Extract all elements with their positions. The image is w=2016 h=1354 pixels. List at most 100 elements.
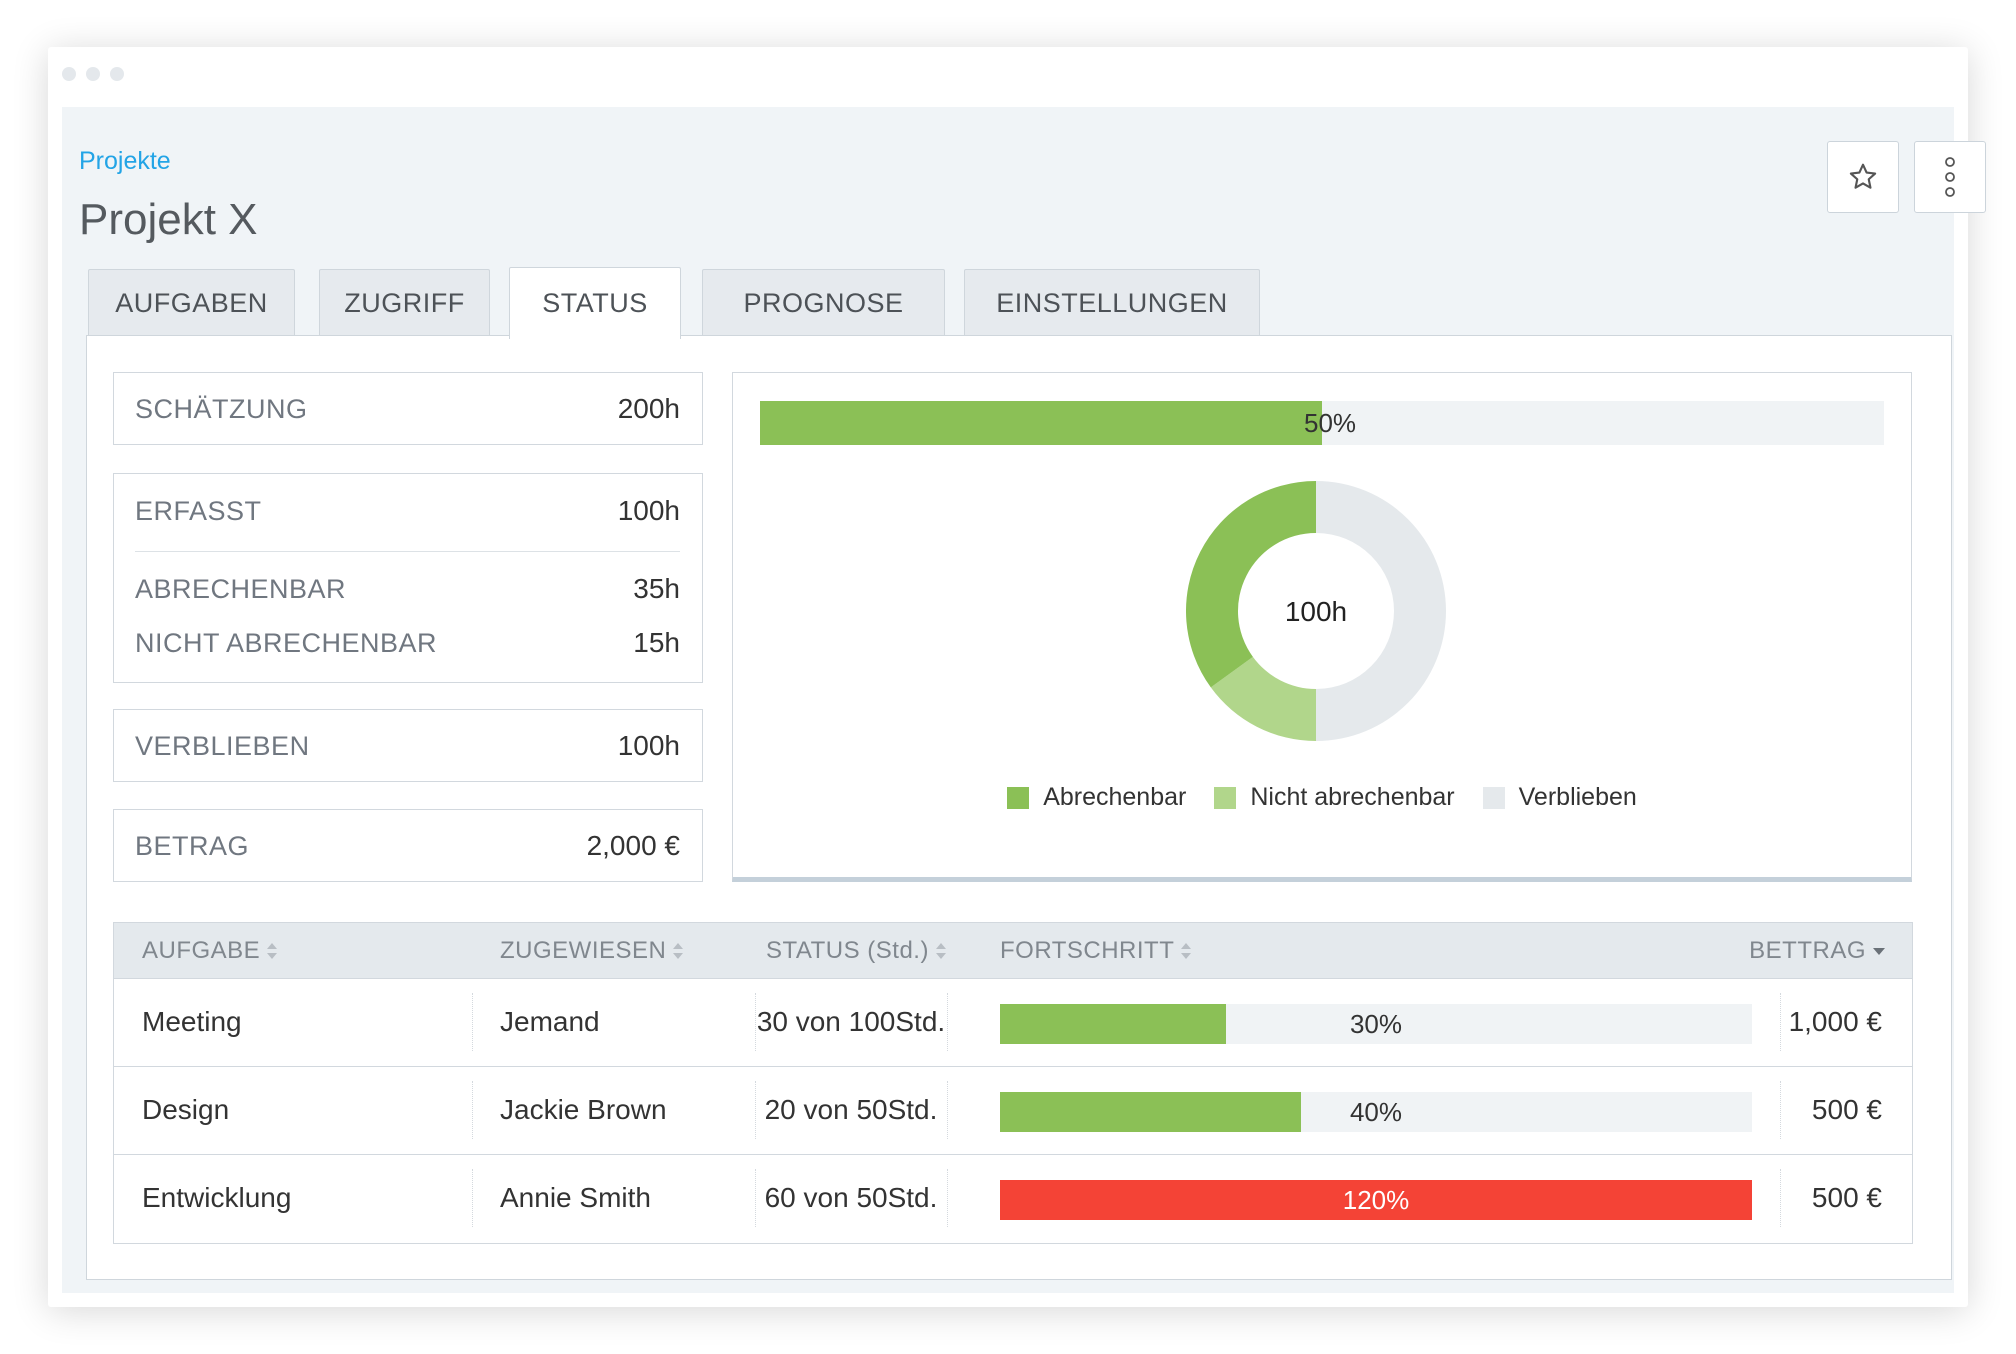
more-options-button[interactable] bbox=[1914, 141, 1986, 213]
remaining-label: VERBLIEBEN bbox=[135, 730, 310, 761]
window-control-close[interactable] bbox=[62, 67, 76, 81]
estimate-value: 200h bbox=[617, 393, 680, 424]
column-divider bbox=[472, 1081, 473, 1139]
amount-card: BETRAG 2,000 € bbox=[113, 809, 703, 882]
donut-center-label: 100h bbox=[1285, 596, 1347, 627]
row-progress-fill bbox=[1000, 1004, 1226, 1044]
column-divider bbox=[947, 1081, 948, 1139]
overall-progress-label: 50% bbox=[1304, 407, 1357, 438]
column-divider bbox=[947, 1169, 948, 1227]
cell-assignee: Jackie Brown bbox=[500, 1094, 667, 1125]
column-divider bbox=[472, 1169, 473, 1227]
cell-status: 30 von 100Std. bbox=[756, 1006, 946, 1037]
app-window: Projekte Projekt X AUFGABEN ZUGRIFF STAT… bbox=[48, 47, 1986, 1307]
column-header-progress-label: FORTSCHRITT bbox=[1000, 937, 1175, 964]
row-progress-label: 30% bbox=[1349, 1008, 1403, 1039]
billable-label: ABRECHENBAR bbox=[135, 573, 347, 604]
status-panel: SCHÄTZUNG 200h ERFASST 100h ABRECHENBAR … bbox=[86, 335, 1952, 1280]
sort-desc-icon bbox=[1873, 948, 1885, 955]
column-header-progress[interactable]: FORTSCHRITT bbox=[1000, 923, 1192, 979]
tab-zugriff[interactable]: ZUGRIFF bbox=[319, 269, 490, 337]
column-divider bbox=[1780, 993, 1781, 1051]
amount-label: BETRAG bbox=[135, 830, 250, 861]
non-billable-value: 15h bbox=[633, 627, 680, 658]
row-progress-label: 40% bbox=[1349, 1096, 1403, 1127]
row-progress-bar: 40% bbox=[1000, 1092, 1752, 1132]
tracked-value: 100h bbox=[617, 495, 680, 526]
star-icon bbox=[1849, 163, 1877, 189]
tracked-label: ERFASST bbox=[135, 495, 262, 526]
tab-aufgaben[interactable]: AUFGABEN bbox=[88, 269, 295, 337]
row-progress-bar: 120% bbox=[1000, 1180, 1752, 1220]
column-divider bbox=[947, 993, 948, 1051]
legend-swatch-remaining bbox=[1482, 786, 1505, 809]
overall-progress-bar: 50% bbox=[760, 401, 1884, 445]
column-divider bbox=[1780, 1081, 1781, 1139]
legend-item-non-billable: Nicht abrechenbar bbox=[1214, 783, 1455, 812]
sort-icon bbox=[935, 943, 946, 959]
window-control-minimize[interactable] bbox=[86, 67, 100, 81]
column-divider bbox=[755, 1169, 756, 1227]
row-progress-bar: 30% bbox=[1000, 1004, 1752, 1044]
row-progress-label: 120% bbox=[1342, 1184, 1410, 1215]
column-divider bbox=[755, 1081, 756, 1139]
hours-donut-chart: 100h bbox=[1186, 481, 1446, 741]
window-titlebar bbox=[48, 47, 1968, 107]
column-header-status[interactable]: STATUS (Std.) bbox=[766, 923, 947, 979]
kebab-menu-icon bbox=[1945, 157, 1955, 197]
legend-label-non-billable: Nicht abrechenbar bbox=[1250, 783, 1455, 811]
window-control-maximize[interactable] bbox=[110, 67, 124, 81]
tab-einstellungen[interactable]: EINSTELLUNGEN bbox=[964, 269, 1260, 337]
non-billable-label: NICHT ABRECHENBAR bbox=[135, 627, 438, 658]
column-header-task-label: AUFGABE bbox=[142, 937, 261, 964]
row-progress-fill bbox=[1000, 1180, 1752, 1220]
column-divider bbox=[472, 993, 473, 1051]
breadcrumb-projects[interactable]: Projekte bbox=[79, 147, 171, 175]
favorite-button[interactable] bbox=[1827, 141, 1899, 213]
cell-task: Design bbox=[142, 1094, 230, 1125]
cell-task: Meeting bbox=[142, 1006, 242, 1037]
tab-prognose[interactable]: PROGNOSE bbox=[702, 269, 945, 337]
estimate-card: SCHÄTZUNG 200h bbox=[113, 372, 703, 445]
cell-task: Entwicklung bbox=[142, 1182, 292, 1213]
legend-swatch-billable bbox=[1007, 786, 1030, 809]
cell-status: 20 von 50Std. bbox=[764, 1094, 938, 1125]
donut-legend: Abrechenbar Nicht abrechenbar Verblieben bbox=[733, 783, 1911, 812]
column-divider bbox=[1780, 1169, 1781, 1227]
sort-icon bbox=[673, 943, 684, 959]
legend-label-remaining: Verblieben bbox=[1518, 783, 1637, 811]
column-header-status-label: STATUS (Std.) bbox=[766, 937, 929, 964]
column-header-amount[interactable]: BETTRAG bbox=[1749, 923, 1886, 979]
app-content: Projekte Projekt X AUFGABEN ZUGRIFF STAT… bbox=[62, 107, 1986, 1293]
remaining-value: 100h bbox=[617, 730, 680, 761]
legend-item-billable: Abrechenbar bbox=[1007, 783, 1186, 812]
cell-status: 60 von 50Std. bbox=[764, 1182, 938, 1213]
remaining-card: VERBLIEBEN 100h bbox=[113, 709, 703, 782]
tasks-table: AUFGABE ZUGEWIESEN STATUS (Std.) FORTSCH… bbox=[113, 922, 1913, 1244]
overall-progress-fill bbox=[760, 401, 1322, 445]
legend-item-remaining: Verblieben bbox=[1482, 783, 1637, 812]
column-header-assignee[interactable]: ZUGEWIESEN bbox=[500, 923, 684, 979]
page-title: Projekt X bbox=[79, 195, 258, 244]
cell-amount: 500 € bbox=[1811, 1182, 1882, 1213]
table-row[interactable]: Meeting Jemand 30 von 100Std. 30% 1,000 … bbox=[114, 979, 1912, 1067]
cell-assignee: Jemand bbox=[500, 1006, 600, 1037]
cell-assignee: Annie Smith bbox=[500, 1182, 651, 1213]
tracked-card: ERFASST 100h ABRECHENBAR 35h NICHT ABREC… bbox=[113, 473, 703, 683]
tracked-divider bbox=[135, 551, 680, 552]
sort-icon bbox=[267, 943, 278, 959]
table-row[interactable]: Design Jackie Brown 20 von 50Std. 40% 50… bbox=[114, 1067, 1912, 1155]
amount-value: 2,000 € bbox=[586, 830, 680, 861]
tab-status[interactable]: STATUS bbox=[509, 267, 681, 339]
table-header: AUFGABE ZUGEWIESEN STATUS (Std.) FORTSCH… bbox=[114, 923, 1912, 979]
billable-value: 35h bbox=[633, 573, 680, 604]
donut-segment-remaining bbox=[1316, 481, 1446, 741]
column-divider bbox=[755, 993, 756, 1051]
sort-icon bbox=[1181, 943, 1192, 959]
cell-amount: 1,000 € bbox=[1788, 1006, 1882, 1037]
overview-chart-card: 50% 100h Abrechenbar Nicht abrechenbar bbox=[732, 372, 1912, 882]
column-header-amount-label: BETTRAG bbox=[1749, 937, 1866, 964]
row-progress-fill bbox=[1000, 1092, 1301, 1132]
table-row[interactable]: Entwicklung Annie Smith 60 von 50Std. 12… bbox=[114, 1155, 1912, 1243]
column-header-task[interactable]: AUFGABE bbox=[142, 923, 278, 979]
